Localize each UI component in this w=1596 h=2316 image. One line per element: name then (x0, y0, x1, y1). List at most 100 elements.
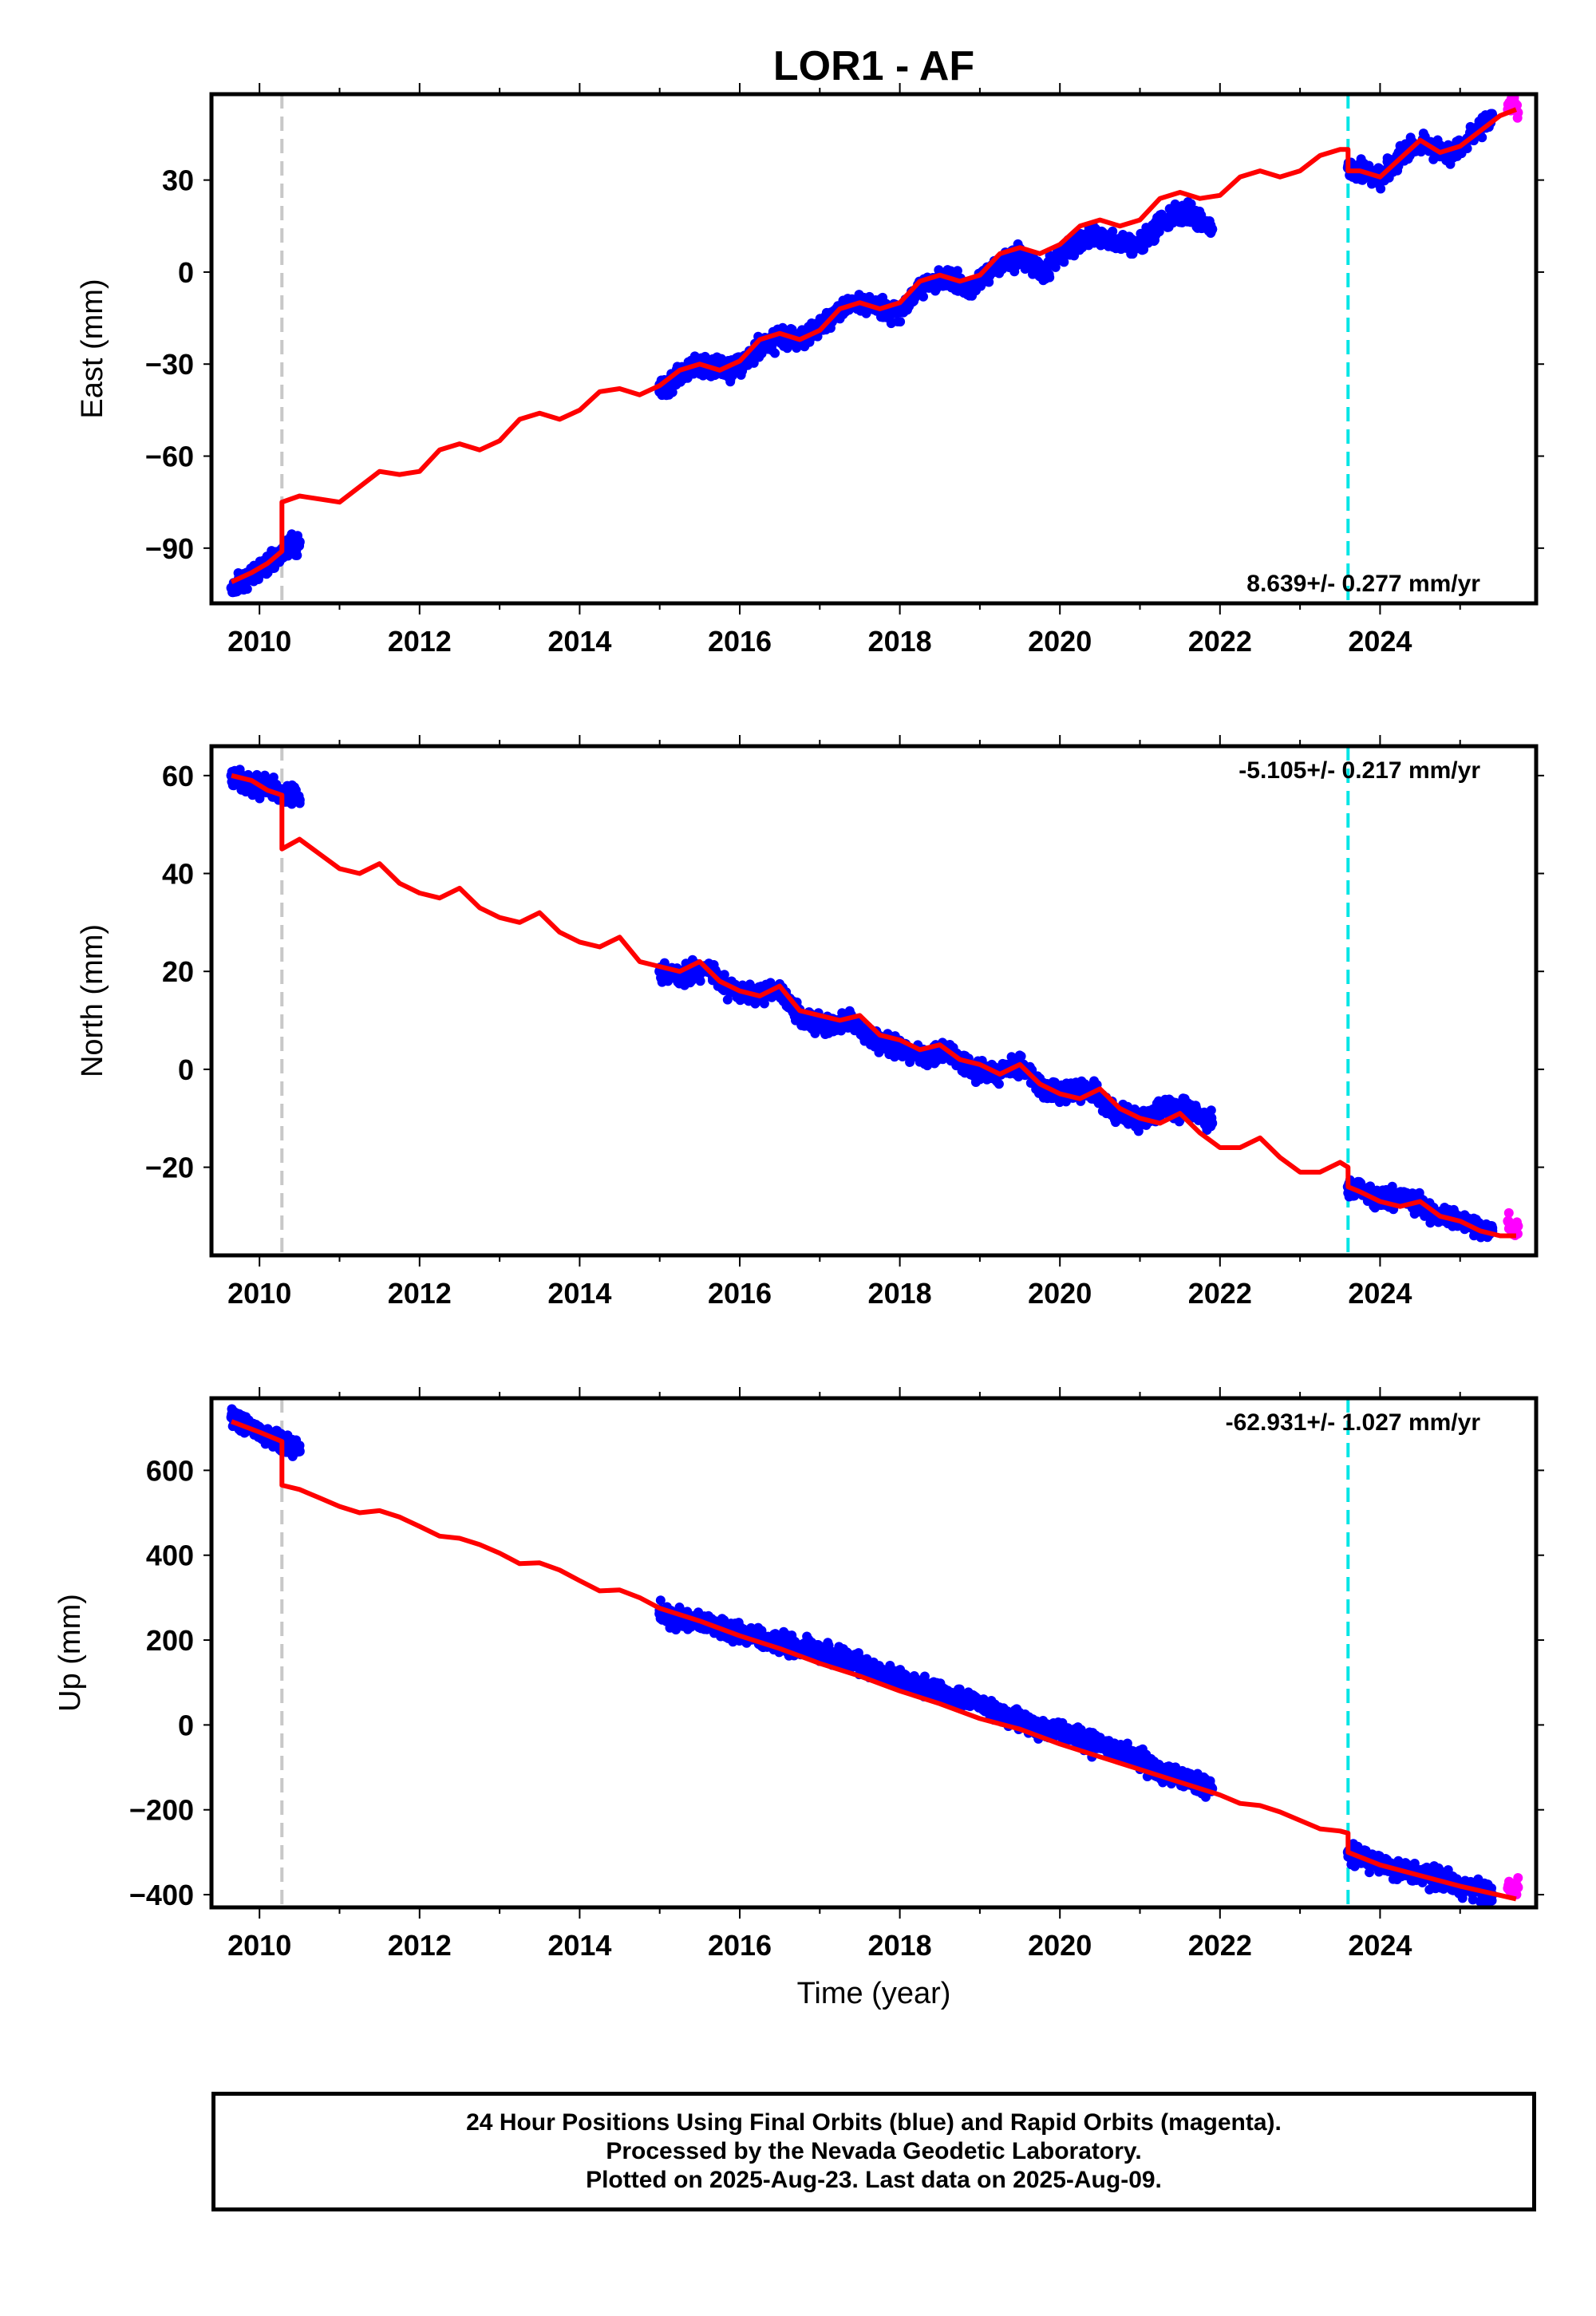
model-fit-line (230, 107, 1517, 584)
final-orbit-point (294, 1445, 305, 1456)
x-tick-label: 2024 (1348, 1277, 1412, 1310)
final-orbit-point (990, 1707, 1001, 1718)
x-tick-label: 2024 (1348, 625, 1412, 658)
rapid-orbit-point (1503, 1215, 1514, 1227)
x-tick-label: 2024 (1348, 1929, 1412, 1962)
final-orbit-point (1207, 223, 1218, 235)
y-tick-label: 20 (162, 955, 194, 988)
x-axis-label: Time (year) (797, 1977, 951, 2010)
final-orbit-point (966, 1696, 978, 1707)
final-orbit-point (292, 550, 302, 560)
footer-note-box: 24 Hour Positions Using Final Orbits (bl… (211, 2092, 1536, 2211)
final-orbit-point (719, 970, 729, 980)
final-orbit-point (1376, 184, 1386, 194)
y-tick-label: −90 (145, 532, 194, 565)
panel-frame (209, 1396, 1539, 1910)
y-tick-label: 200 (146, 1624, 194, 1657)
final-orbit-point (798, 1642, 809, 1654)
final-orbit-point (1186, 199, 1196, 209)
final-orbit-point (1206, 1105, 1216, 1116)
final-orbit-point (1108, 226, 1118, 236)
velocity-label: -62.931+/- 1.027 mm/yr (1226, 1409, 1481, 1436)
final-orbit-point (942, 1690, 954, 1701)
final-orbit-point (1038, 1721, 1049, 1733)
footer-line-plotted: Plotted on 2025-Aug-23. Last data on 202… (586, 2167, 1162, 2193)
y-tick-label: 0 (178, 256, 194, 289)
x-tick-label: 2016 (708, 1929, 772, 1962)
x-tick-label: 2020 (1028, 625, 1092, 658)
final-orbit-point (918, 1682, 930, 1693)
y-axis-label: East (mm) (76, 279, 109, 418)
y-tick-label: 0 (178, 1053, 194, 1086)
final-orbit-point (1086, 230, 1097, 241)
final-orbit-point (1387, 1181, 1397, 1192)
final-orbit-point (255, 793, 265, 804)
final-orbit-point (871, 1034, 882, 1045)
final-orbit-point (895, 306, 906, 318)
x-tick-label: 2016 (708, 1277, 772, 1310)
final-orbit-point (678, 970, 689, 982)
final-orbit-point (1477, 132, 1487, 143)
final-orbit-point (1110, 1108, 1121, 1119)
x-tick-label: 2010 (227, 625, 291, 658)
x-tick-label: 2010 (227, 1929, 291, 1962)
rapid-orbit-point (1507, 98, 1518, 109)
x-tick-label: 2014 (547, 1929, 611, 1962)
x-tick-label: 2020 (1028, 1929, 1092, 1962)
y-axis-label: Up (mm) (53, 1594, 87, 1712)
x-tick-label: 2022 (1188, 625, 1252, 658)
final-orbit-point (1110, 1745, 1121, 1756)
footer-line-processed: Processed by the Nevada Geodetic Laborat… (606, 2138, 1142, 2164)
final-orbit-point (1468, 1895, 1478, 1905)
footer-line-orbits: 24 Hour Positions Using Final Orbits (bl… (466, 2109, 1282, 2136)
y-tick-label: −20 (145, 1152, 194, 1184)
x-tick-label: 2022 (1188, 1929, 1252, 1962)
final-orbit-point (895, 1044, 906, 1055)
final-orbit-point (994, 1079, 1004, 1089)
x-tick-label: 2012 (388, 1277, 452, 1310)
x-tick-label: 2014 (547, 625, 611, 658)
model-fit-line (231, 773, 1516, 1239)
final-orbit-point (918, 291, 929, 302)
final-orbit-point (871, 1665, 882, 1676)
final-orbit-point (1159, 1103, 1170, 1114)
final-orbit-point (1014, 1715, 1025, 1726)
final-orbit-point (251, 769, 262, 780)
final-orbit-point (1062, 242, 1073, 253)
final-orbit-point (787, 324, 797, 334)
y-tick-label: 30 (162, 164, 194, 197)
final-orbit-point (1086, 1738, 1097, 1749)
final-orbit-point (966, 285, 978, 296)
final-orbit-point (226, 1412, 237, 1423)
final-orbit-point (1062, 1730, 1073, 1741)
chart-title: LOR1 - AF (773, 43, 974, 89)
y-tick-label: −400 (129, 1879, 194, 1911)
y-tick-label: 40 (162, 858, 194, 891)
final-orbit-point (822, 1020, 833, 1031)
x-tick-label: 2022 (1188, 1277, 1252, 1310)
final-orbit-point (1135, 239, 1146, 250)
final-orbit-point (895, 317, 906, 327)
final-orbit-point (655, 1595, 666, 1606)
final-orbit-point (822, 1650, 833, 1661)
velocity-label: 8.639+/- 0.277 mm/yr (1246, 571, 1480, 597)
x-tick-label: 2010 (227, 1277, 291, 1310)
velocity-label: -5.105+/- 0.217 mm/yr (1238, 757, 1480, 784)
y-axis-label: North (mm) (76, 924, 109, 1077)
final-orbit-point (1390, 1191, 1401, 1202)
rapid-orbit-point (1513, 1872, 1523, 1883)
final-orbit-point (1154, 227, 1164, 237)
final-orbit-point (1159, 215, 1170, 226)
final-orbit-point (1183, 1103, 1194, 1114)
final-orbit-point (294, 536, 305, 547)
rapid-orbit-point (1512, 1220, 1523, 1231)
final-orbit-point (895, 1674, 906, 1685)
final-orbit-point (846, 1656, 857, 1667)
position-points (226, 94, 1523, 598)
rapid-orbit-point (1503, 1207, 1514, 1218)
final-orbit-point (1014, 251, 1025, 263)
